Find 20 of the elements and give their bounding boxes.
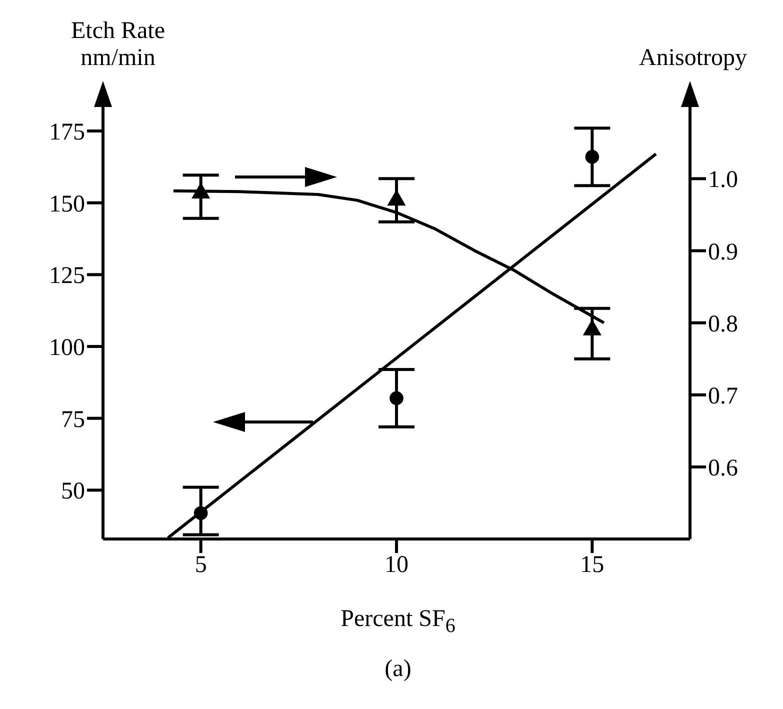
y-tick-label: 175 xyxy=(49,119,85,146)
point xyxy=(390,391,404,406)
y-tick-label: 75 xyxy=(61,406,85,433)
y2-tick-label: 0.6 xyxy=(708,455,738,482)
y2-tick-label: 0.8 xyxy=(708,311,738,338)
x-tick-label: 5 xyxy=(194,552,207,578)
y-tick-label: 150 xyxy=(49,191,85,218)
y2-tick-label: 0.7 xyxy=(708,383,738,410)
point xyxy=(585,150,600,164)
y-axis-title: Etch Rate nm/min xyxy=(71,18,165,71)
x-tick-label: 15 xyxy=(580,552,604,578)
y2-axis-title: Anisotropy xyxy=(639,45,747,71)
y-tick-label: 50 xyxy=(61,478,85,505)
y2-tick-label: 0.9 xyxy=(708,239,738,266)
y2-tick-label: 1.0 xyxy=(708,167,738,194)
y-tick-label: 100 xyxy=(49,335,85,361)
x-tick-label: 10 xyxy=(384,552,408,578)
text: (a) xyxy=(384,656,412,682)
x-axis-title: Percent SF$_{6}$ xyxy=(340,606,456,637)
y-tick-label: 125 xyxy=(49,263,85,290)
